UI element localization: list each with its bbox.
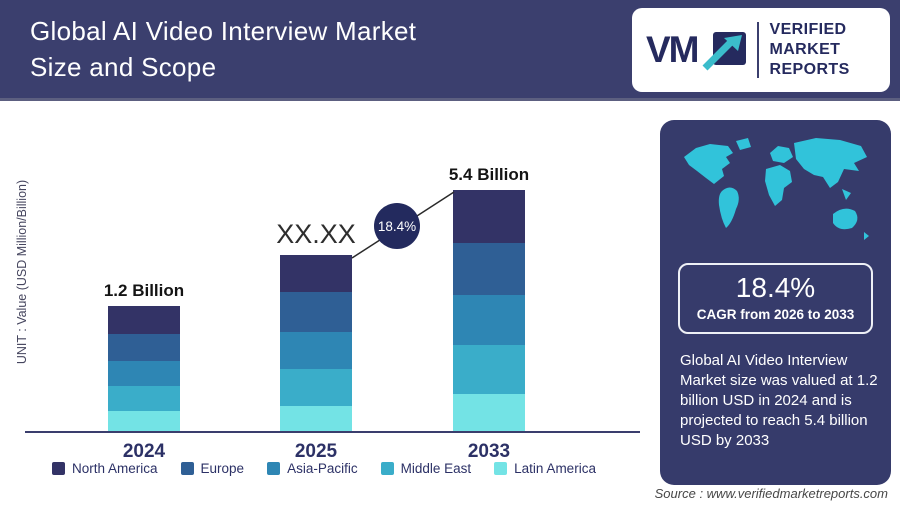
summary-panel: 18.4% CAGR from 2026 to 2033 Global AI V… xyxy=(660,120,891,485)
source-attribution: Source : www.verifiedmarketreports.com xyxy=(654,486,888,501)
logo-name-line3: REPORTS xyxy=(769,61,850,78)
cagr-value: 18.4% xyxy=(735,272,816,303)
trend-up-arrow-icon xyxy=(702,32,746,71)
page-title-line1: Global AI Video Interview Market xyxy=(30,16,417,46)
stacked-bar-chart: 1.2 Billion 2024 XX.XX 2025 5.4 Billion 2033 xyxy=(0,101,655,462)
legend-swatch xyxy=(52,462,65,475)
bar-2024: 1.2 Billion 2024 xyxy=(104,281,184,462)
cagr-highlight-box: 18.4% CAGR from 2026 to 2033 xyxy=(678,263,873,334)
market-summary-text: Global AI Video Interview Market size wa… xyxy=(680,352,878,449)
page-title: Global AI Video Interview Market Size an… xyxy=(30,14,416,86)
vmr-logo-letters: VM xyxy=(646,29,699,70)
bar-segment-middle-east xyxy=(108,386,180,411)
legend-swatch xyxy=(494,462,508,475)
bar-segment-latin-america xyxy=(280,406,352,431)
bar-segment-asia-pacific xyxy=(453,295,525,345)
logo-name-line2: MARKET xyxy=(769,41,841,58)
x-axis-label-2025: 2025 xyxy=(294,441,338,462)
legend-label: Middle East xyxy=(400,461,472,476)
page-title-line2: Size and Scope xyxy=(30,51,217,82)
bar-segment-europe xyxy=(453,243,525,295)
legend-item-asia-pacific: Asia-Pacific xyxy=(267,461,358,476)
x-axis-label-2024: 2024 xyxy=(122,441,166,462)
chart-legend: North America Europe Asia-Pacific Middle Ea… xyxy=(52,461,596,476)
legend-label: Asia-Pacific xyxy=(287,461,358,476)
bar-segment-latin-america xyxy=(453,394,525,431)
bar-total-label: 5.4 Billion xyxy=(448,165,530,184)
vmr-logo: VM VERIFIED MARKET REPORTS xyxy=(632,8,890,92)
bar-segment-latin-america xyxy=(108,411,180,431)
bar-total-label: 1.2 Billion xyxy=(103,281,185,300)
x-axis-line xyxy=(25,431,640,433)
bar-segment-north-america xyxy=(108,306,180,334)
header-banner: Global AI Video Interview Market Size an… xyxy=(0,0,900,101)
vmr-logo-name: VERIFIED MARKET REPORTS xyxy=(770,20,850,80)
legend-item-north-america: North America xyxy=(52,461,158,476)
bar-total-label: XX.XX xyxy=(276,219,356,249)
vmr-logo-mark: VM xyxy=(646,29,748,71)
world-map-icon xyxy=(683,138,869,240)
bar-segment-north-america xyxy=(453,190,525,243)
legend-label: Latin America xyxy=(514,461,596,476)
logo-name-line1: VERIFIED xyxy=(769,21,847,38)
legend-item-europe: Europe xyxy=(180,461,245,476)
legend-swatch xyxy=(180,462,194,475)
legend-swatch xyxy=(380,462,394,475)
bar-segment-asia-pacific xyxy=(108,361,180,386)
legend-item-latin-america: Latin America xyxy=(494,461,596,476)
legend-label: Europe xyxy=(200,461,245,476)
bar-segment-north-america xyxy=(280,255,352,292)
logo-divider xyxy=(756,22,759,78)
bar-segment-europe xyxy=(108,334,180,361)
bar-2033: 5.4 Billion 2033 xyxy=(449,165,529,462)
bar-segment-middle-east xyxy=(280,369,352,406)
legend-item-middle-east: Middle East xyxy=(380,461,472,476)
bar-segment-europe xyxy=(280,292,352,332)
bar-segment-asia-pacific xyxy=(280,332,352,369)
bar-2025: XX.XX 2025 xyxy=(276,219,356,462)
bar-segment-middle-east xyxy=(453,345,525,394)
legend-swatch xyxy=(267,462,281,475)
cagr-caption: CAGR from 2026 to 2033 xyxy=(696,307,855,322)
legend-label: North America xyxy=(72,461,158,476)
x-axis-label-2033: 2033 xyxy=(467,441,511,462)
